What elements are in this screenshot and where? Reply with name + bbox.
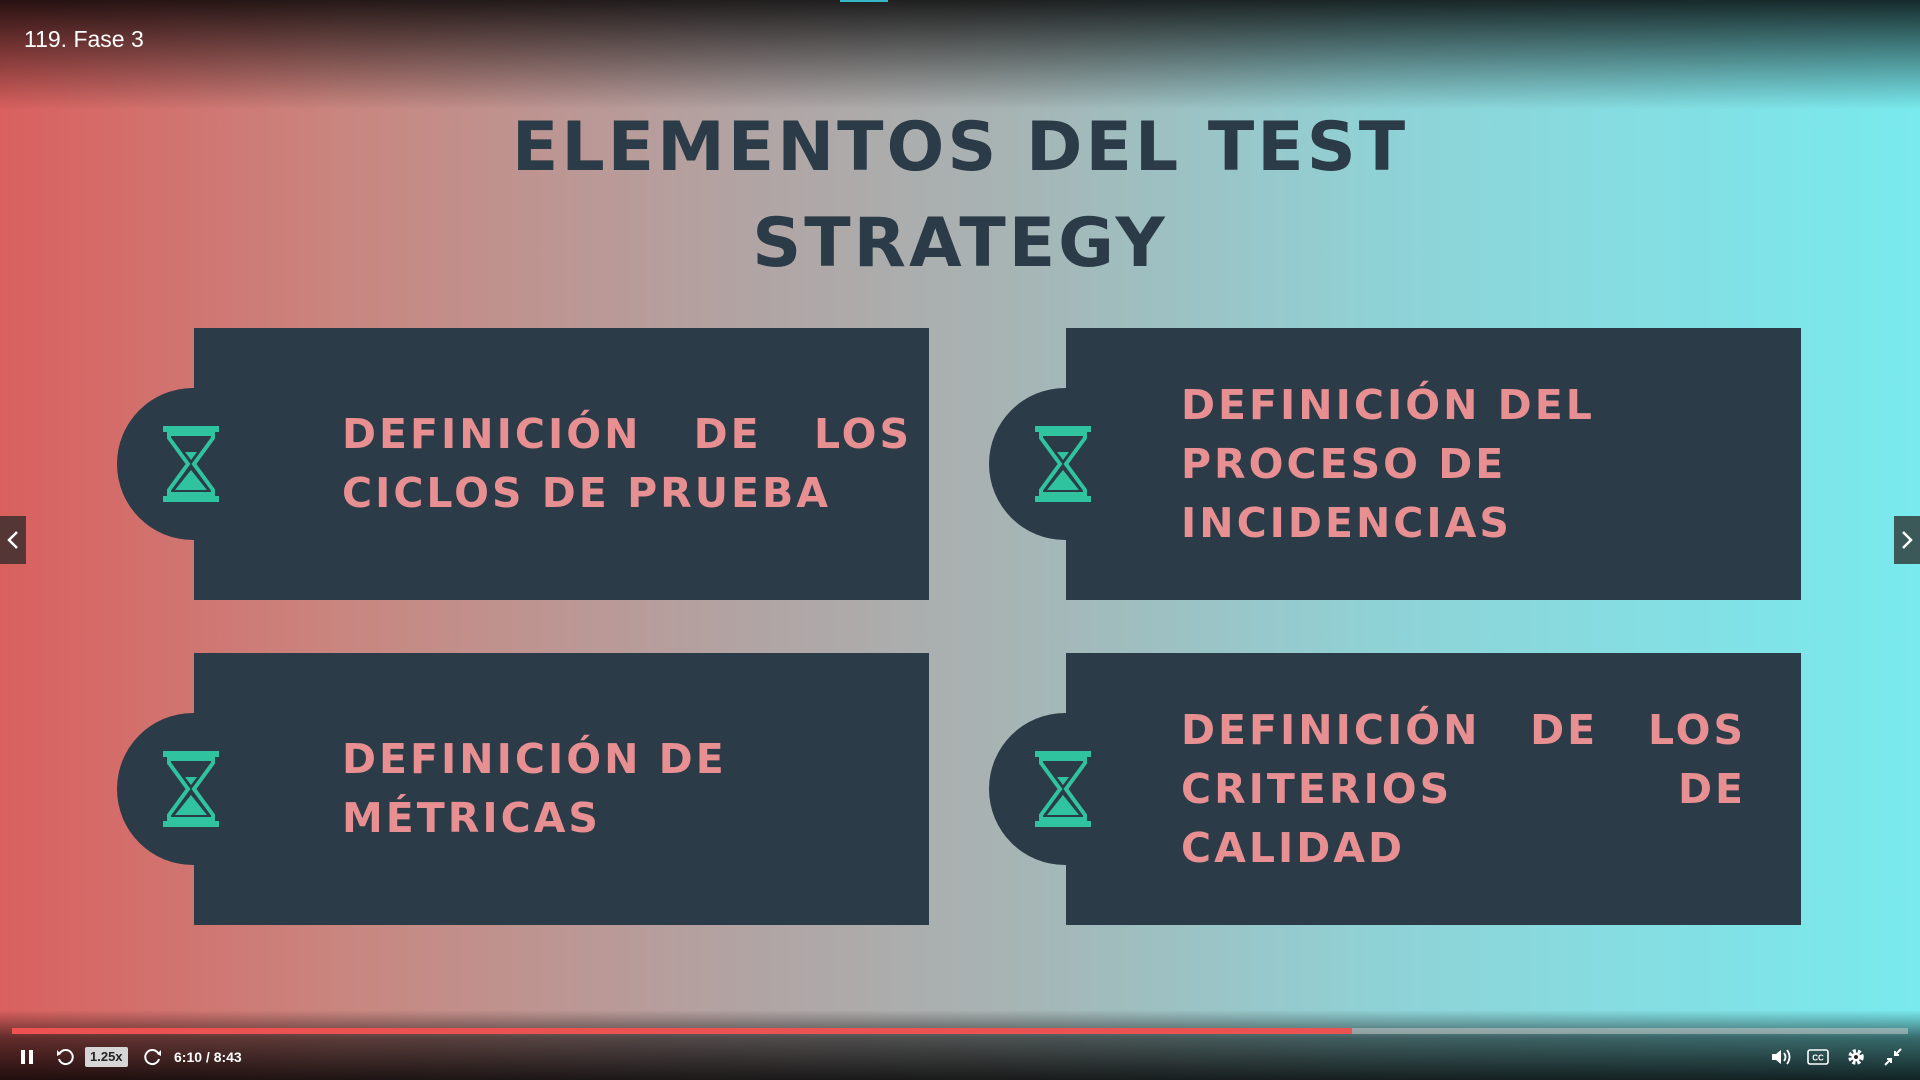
progress-bar-fill [12, 1028, 1353, 1034]
card-label-line-1: DEFINICIÓN DEL [1181, 380, 1595, 429]
card-label: DEFINICIÓN DE LOS CRITERIOS DE CALIDAD [1181, 653, 1746, 925]
progress-bar[interactable] [12, 1028, 1908, 1034]
slide-title-line-2: STRATEGY [752, 204, 1168, 283]
exit-fullscreen-button[interactable] [1880, 1045, 1906, 1069]
chevron-right-icon [1902, 531, 1913, 549]
forward-button[interactable] [140, 1045, 166, 1069]
pause-icon [21, 1050, 33, 1064]
card-tab [117, 713, 277, 865]
previous-lecture-button[interactable] [0, 516, 26, 564]
slide-title-line-1: ELEMENTOS DEL TEST [511, 108, 1409, 187]
volume-button[interactable] [1768, 1045, 1794, 1069]
card-panel [1066, 328, 1801, 600]
lecture-title: 119. Fase 3 [24, 26, 144, 52]
card-label-line-2: PROCESO DE [1181, 439, 1507, 488]
player-controls [0, 1010, 1920, 1080]
settings-icon [1848, 1049, 1864, 1065]
next-lecture-button[interactable] [1894, 516, 1920, 564]
volume-icon [1772, 1049, 1791, 1065]
slide-title: ELEMENTOS DEL TEST STRATEGY [410, 100, 1510, 292]
rewind-button[interactable] [52, 1045, 78, 1069]
svg-text:CC: CC [1812, 1054, 1824, 1063]
card-tab [117, 388, 277, 540]
card-quality-criteria: DEFINICIÓN DE LOS CRITERIOS DE CALIDAD [989, 653, 1801, 925]
captions-button[interactable]: CC [1805, 1045, 1831, 1069]
card-label-line-1: DEFINICIÓN DE LOS [342, 410, 912, 458]
hourglass-icon [163, 751, 219, 827]
card-label-line-2: MÉTRICAS [342, 794, 601, 842]
card-test-cycles: DEFINICIÓN DE LOS CICLOS DE PRUEBA [117, 328, 929, 600]
card-label: DEFINICIÓN DE MÉTRICAS [342, 653, 912, 925]
hourglass-icon [1035, 751, 1091, 827]
captions-icon: CC [1807, 1049, 1829, 1065]
chevron-left-icon [7, 531, 18, 549]
card-label-line-1: DEFINICIÓN DE [342, 735, 727, 783]
settings-button[interactable] [1843, 1045, 1869, 1069]
card-label: DEFINICIÓN DE LOS CICLOS DE PRUEBA [342, 328, 912, 600]
top-overlay [0, 0, 1920, 110]
hourglass-icon [1035, 426, 1091, 502]
card-label-line-2: CICLOS DE PRUEBA [342, 469, 831, 517]
card-panel [194, 653, 929, 925]
forward-icon [144, 1049, 161, 1066]
hourglass-icon [163, 426, 219, 502]
card-label: DEFINICIÓN DEL PROCESO DE INCIDENCIAS [1181, 328, 1751, 600]
top-accent-bar [840, 0, 888, 2]
card-label-line-1: DEFINICIÓN DE LOS [1181, 705, 1746, 754]
card-tab [989, 388, 1149, 540]
time-display: 6:10 / 8:43 [174, 1049, 242, 1065]
card-panel [194, 328, 929, 600]
rewind-icon [57, 1049, 74, 1066]
card-panel [1066, 653, 1801, 925]
card-incident-process: DEFINICIÓN DEL PROCESO DE INCIDENCIAS [989, 328, 1801, 600]
card-metrics: DEFINICIÓN DE MÉTRICAS [117, 653, 929, 925]
card-label-line-2: CRITERIOS DE CALIDAD [1181, 764, 1746, 872]
playback-speed-button[interactable]: 1.25x [85, 1047, 128, 1067]
pause-button[interactable] [14, 1045, 40, 1069]
card-label-line-3: INCIDENCIAS [1181, 498, 1512, 547]
exit-fullscreen-icon [1884, 1048, 1902, 1066]
card-tab [989, 713, 1149, 865]
